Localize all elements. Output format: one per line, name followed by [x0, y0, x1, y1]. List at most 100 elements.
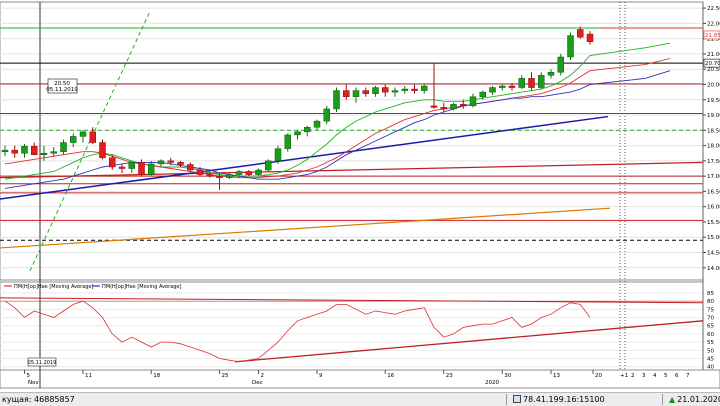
candle-body [362, 90, 369, 94]
osc-axis-label: 50 [707, 348, 714, 354]
candle-body [148, 163, 155, 175]
price-axis-label: 16.00 [707, 205, 720, 211]
candle-body [99, 142, 106, 159]
time-axis-day-label: 9 [319, 373, 323, 379]
time-axis-forward-label: 3 [642, 373, 646, 379]
osc-axis-label: 65 [707, 324, 714, 330]
trend-line [0, 161, 704, 179]
time-axis-day-label: 30 [504, 373, 511, 379]
status-left-label: кущая: 46885857 [2, 395, 75, 404]
candle-body [460, 104, 467, 107]
candle-body [118, 166, 126, 169]
candle-body [323, 108, 330, 122]
time-axis-day-label: 16 [387, 373, 394, 379]
candle-body [60, 142, 67, 152]
osc-axis-label: 60 [707, 332, 714, 338]
candle-body [79, 131, 87, 137]
price-axis-label: 17.50 [707, 159, 720, 165]
candle-body [226, 174, 233, 178]
osc-axis-label: 55 [707, 340, 714, 346]
candle-body [294, 131, 301, 136]
osc-series-line [4, 300, 591, 363]
price-axis-label: 19.50 [707, 98, 720, 104]
candle-body [430, 105, 438, 108]
candle-body [479, 91, 486, 97]
osc-upper-line [0, 297, 704, 304]
status-connection: 78.41.199.16:15100 [513, 394, 605, 405]
status-divider [662, 394, 663, 405]
candle-body [128, 162, 135, 169]
osc-legend-label: ПМ(Н[ор]Нак [Moving Average] [14, 284, 93, 290]
candle-body [421, 85, 428, 91]
price-axis-label: 18.50 [707, 128, 720, 134]
time-axis-day-label: 23 [446, 373, 453, 379]
osc-crosshair-date: 05.11.2019 [28, 360, 57, 366]
time-axis-month-label: Nov [28, 380, 39, 386]
time-axis-forward-label: 5 [664, 373, 668, 379]
candle-body [157, 160, 165, 165]
candle-body [547, 72, 555, 76]
candle-body [167, 160, 174, 163]
price-axis-label: 21.50 [707, 37, 720, 43]
time-axis-forward-label: 4 [653, 373, 657, 379]
price-axis-label: 20.00 [707, 82, 720, 88]
candle-body [187, 164, 194, 171]
candle-body [508, 85, 516, 88]
moving-average-line [4, 42, 671, 180]
price-axis-label: 14.50 [707, 251, 720, 257]
price-tag-red-label: 21.85 [705, 33, 720, 39]
crosshair-tooltip [47, 78, 78, 94]
candle-body [177, 162, 184, 165]
crosshair-tooltip-date: 05.11.2019 [46, 87, 78, 93]
candle-body [304, 127, 311, 133]
time-axis-forward-label: +1 [620, 373, 628, 379]
price-tag-black-label: 20.70 [705, 61, 720, 67]
time-axis-day-label: 18 [153, 373, 160, 379]
candle-body [411, 88, 418, 91]
price-axis-label: 18.00 [707, 144, 720, 150]
price-axis-label: 14.00 [707, 266, 720, 272]
price-tag-black [703, 58, 720, 68]
status-date-label: 21.01.2020 [677, 395, 720, 404]
candle-body [138, 162, 145, 175]
candle-body [538, 75, 545, 88]
time-axis-day-label: 20 [595, 373, 602, 379]
candle-body [40, 152, 48, 155]
candle-body [265, 160, 272, 171]
candle-body [586, 33, 594, 42]
candle-body [109, 157, 116, 168]
trend-line [0, 115, 609, 200]
time-axis-day-label: 5 [27, 373, 31, 379]
osc-axis-label: 70 [707, 316, 714, 322]
time-axis-forward-label: 7 [686, 373, 690, 379]
candle-body [333, 90, 340, 110]
candle-body [11, 149, 18, 154]
osc-axis-label: 45 [707, 357, 714, 363]
time-axis-day-label: 13 [553, 373, 560, 379]
chart-area[interactable]: 20.5005.11.201922.5022.0021.5021.0020.50… [0, 0, 720, 392]
candle-body [557, 56, 564, 73]
candle-body [440, 107, 447, 110]
time-axis-day-label: 2 [261, 373, 265, 379]
network-icon [513, 395, 521, 403]
price-axis-label: 15.00 [707, 235, 720, 241]
candle-body [391, 90, 399, 93]
status-divider [506, 394, 507, 405]
status-bar: кущая: 46885857 78.41.199.16:15100 ▲ 21.0… [0, 392, 720, 406]
osc-axis-label: 75 [707, 307, 714, 313]
candle-body [50, 151, 57, 154]
price-axis-label: 16.50 [707, 189, 720, 195]
candle-body [343, 90, 350, 97]
price-axis-label: 15.50 [707, 220, 720, 226]
time-axis-day-label: 11 [85, 373, 92, 379]
candle-body [499, 85, 506, 88]
candle-body [255, 169, 262, 175]
candle-body [528, 78, 535, 88]
candle-body [235, 171, 243, 175]
status-server-address: 78.41.199.16:15100 [523, 395, 605, 404]
osc-crosshair-date-box [27, 357, 57, 367]
candle-body [245, 171, 252, 175]
candle-body [284, 134, 291, 149]
status-date: ▲ 21.01.2020 [669, 394, 720, 405]
time-axis-forward-label: 6 [675, 373, 679, 379]
